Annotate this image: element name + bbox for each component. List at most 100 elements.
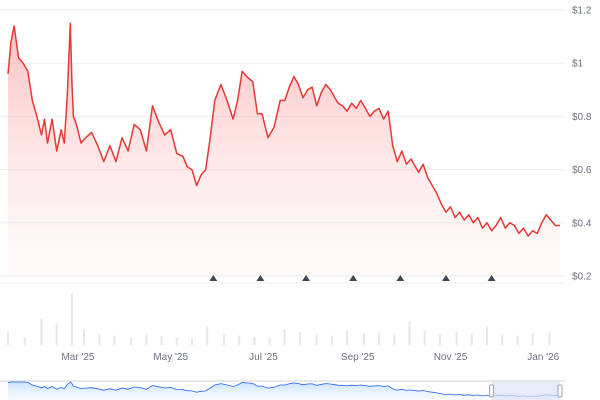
price-point (392, 145, 394, 147)
volume-bar (362, 333, 365, 345)
volume-bar (145, 334, 148, 345)
price-point (103, 161, 105, 163)
volume-bar (470, 333, 473, 345)
volume-bar (346, 330, 349, 345)
volume-bar (393, 334, 396, 345)
y-tick-label: $0.8 (572, 112, 592, 123)
event-marker[interactable] (349, 275, 358, 281)
price-point (10, 41, 12, 43)
price-point (406, 163, 408, 165)
price-point (191, 169, 193, 171)
price-point (139, 129, 141, 131)
price-point (220, 84, 222, 86)
y-tick-label: $0.4 (572, 218, 592, 229)
price-point (415, 166, 417, 168)
volume-bar (330, 335, 333, 345)
x-tick-label: Mar '25 (61, 352, 94, 363)
event-marker[interactable] (256, 275, 265, 281)
price-point (482, 227, 484, 229)
price-point (491, 230, 493, 232)
price-point (316, 105, 318, 107)
price-point (504, 227, 506, 229)
price-point (450, 206, 452, 208)
price-point (486, 222, 488, 224)
price-point (320, 92, 322, 94)
navigator-handle-left[interactable] (489, 384, 495, 398)
price-point (302, 97, 304, 99)
volume-bar (98, 334, 101, 345)
price-point (41, 134, 43, 136)
price-point (396, 161, 398, 163)
price-point (170, 129, 172, 131)
price-point (200, 174, 202, 176)
price-point (374, 110, 376, 112)
price-point (383, 118, 385, 120)
volume-bar (438, 334, 441, 345)
volume-bar (408, 321, 411, 345)
price-point (252, 81, 254, 83)
price-point (495, 225, 497, 227)
volume-bar (222, 334, 225, 345)
price-point (73, 116, 75, 118)
y-tick-label: $1.2 (572, 6, 592, 17)
price-point (214, 100, 216, 102)
x-tick-label: Jan '26 (527, 352, 559, 363)
price-point (237, 100, 239, 102)
price-point (109, 145, 111, 147)
price-point (441, 203, 443, 205)
price-point (532, 230, 534, 232)
price-point (71, 81, 73, 83)
price-point (334, 97, 336, 99)
price-point (246, 76, 248, 78)
price-point (337, 102, 339, 104)
price-point (18, 57, 20, 59)
price-point (346, 110, 348, 112)
price-point (97, 145, 99, 147)
volume-bar (501, 334, 504, 345)
event-markers (209, 275, 496, 281)
event-marker[interactable] (487, 275, 496, 281)
price-point (365, 108, 367, 110)
navigator[interactable] (0, 380, 565, 400)
price-point (267, 137, 269, 139)
y-tick-label: $0.2 (572, 272, 592, 283)
volume-bar (548, 332, 551, 345)
navigator-window[interactable] (491, 381, 560, 400)
volume-bar (315, 334, 318, 345)
volume-bar (423, 330, 426, 345)
price-point (289, 86, 291, 88)
price-point (427, 177, 429, 179)
price-point (550, 219, 552, 221)
price-point (226, 100, 228, 102)
price-point (445, 211, 447, 213)
price-point (284, 100, 286, 102)
price-point (518, 233, 520, 235)
event-marker[interactable] (396, 275, 405, 281)
price-point (60, 129, 62, 131)
price-point (279, 100, 281, 102)
price-point (473, 222, 475, 224)
navigator-handle-right[interactable] (557, 384, 563, 398)
event-marker[interactable] (209, 275, 218, 281)
x-tick-label: Nov '25 (434, 352, 468, 363)
price-point (527, 235, 529, 237)
price-point (80, 142, 82, 144)
price-point (187, 166, 189, 168)
x-tick-label: May '25 (153, 352, 188, 363)
price-point (91, 132, 93, 134)
price-point (311, 86, 313, 88)
price-point (307, 89, 309, 91)
event-marker[interactable] (441, 275, 450, 281)
volume-bar (516, 335, 519, 345)
price-point (454, 217, 456, 219)
price-point (559, 225, 561, 227)
price-point (546, 214, 548, 216)
volume-bar (238, 335, 241, 345)
price-point (431, 185, 433, 187)
event-marker[interactable] (302, 275, 311, 281)
price-point (32, 100, 34, 102)
volume-bar (40, 319, 43, 345)
price-point (44, 118, 46, 120)
volume-bar (206, 326, 209, 345)
